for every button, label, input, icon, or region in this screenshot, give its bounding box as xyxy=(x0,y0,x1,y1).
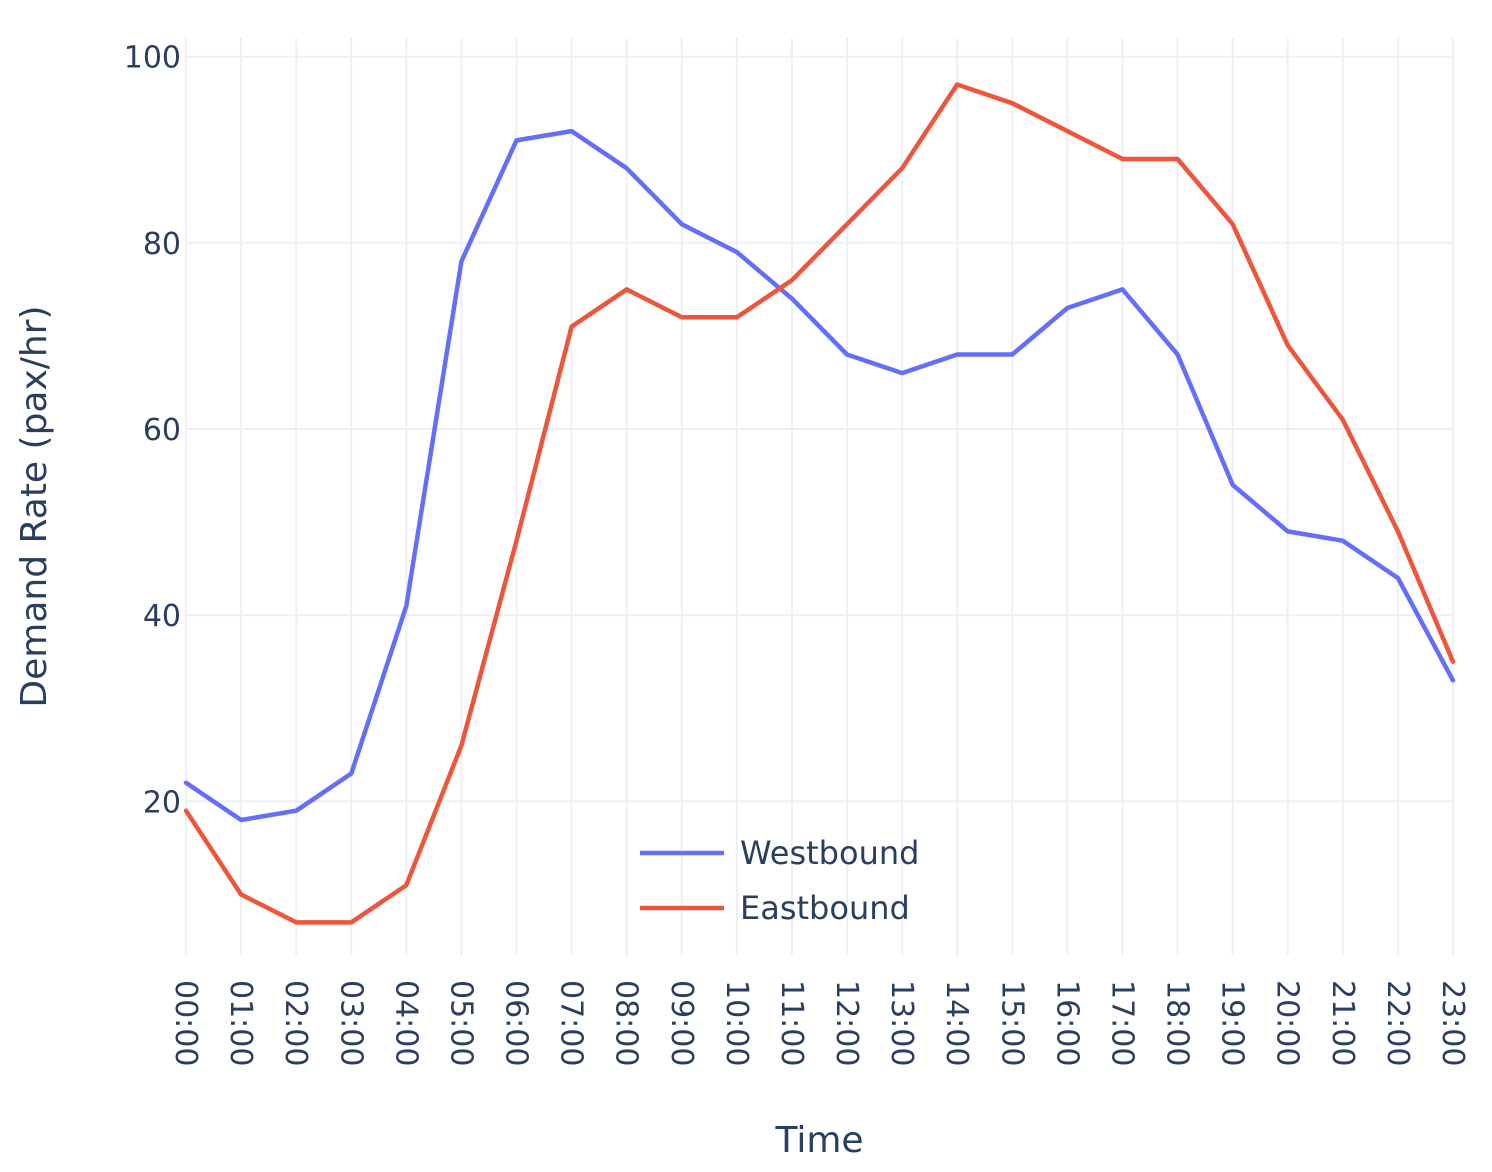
x-tick-label: 15:00 xyxy=(994,980,1029,1066)
legend-label: Eastbound xyxy=(740,889,910,927)
x-tick-label: 04:00 xyxy=(388,980,423,1066)
x-tick-label: 20:00 xyxy=(1270,980,1305,1066)
y-gridlines xyxy=(186,55,1453,803)
y-axis-ticks: 20 40 60 80 100 xyxy=(124,41,181,821)
x-tick-label: 09:00 xyxy=(664,980,699,1066)
x-tick-label: 14:00 xyxy=(939,980,974,1066)
y-tick-label: 80 xyxy=(143,227,181,262)
x-tick-label: 21:00 xyxy=(1325,980,1360,1066)
x-tick-label: 10:00 xyxy=(719,980,754,1066)
y-tick-label: 40 xyxy=(143,599,181,634)
x-gridlines xyxy=(185,38,1454,955)
series-line-westbound xyxy=(183,128,1456,823)
x-axis-title: Time xyxy=(774,1120,863,1161)
x-tick-label: 06:00 xyxy=(499,980,534,1066)
x-tick-label: 07:00 xyxy=(554,980,589,1066)
x-axis-ticks: 00:00 01:00 02:00 03:00 04:00 05:00 06:00 07:00… xyxy=(168,980,1470,1066)
x-tick-label: 05:00 xyxy=(443,980,478,1066)
y-tick-label: 100 xyxy=(124,41,181,76)
x-tick-label: 22:00 xyxy=(1380,980,1415,1066)
x-tick-label: 19:00 xyxy=(1215,980,1250,1066)
y-axis-title: Demand Rate (pax/hr) xyxy=(14,305,55,707)
x-tick-label: 11:00 xyxy=(774,980,809,1066)
x-tick-label: 13:00 xyxy=(884,980,919,1066)
x-tick-label: 18:00 xyxy=(1160,980,1195,1066)
legend-label: Westbound xyxy=(740,834,919,872)
series-lines xyxy=(183,82,1456,925)
x-tick-label: 23:00 xyxy=(1435,980,1470,1066)
x-tick-label: 16:00 xyxy=(1049,980,1084,1066)
x-tick-label: 00:00 xyxy=(168,980,203,1066)
legend-item-westbound[interactable]: Westbound xyxy=(640,834,919,872)
legend-item-eastbound[interactable]: Eastbound xyxy=(640,889,910,927)
legend[interactable]: Westbound Eastbound xyxy=(640,834,919,927)
x-tick-label: 01:00 xyxy=(223,980,258,1066)
y-tick-label: 20 xyxy=(143,785,181,820)
x-tick-label: 03:00 xyxy=(333,980,368,1066)
x-tick-label: 12:00 xyxy=(829,980,864,1066)
x-tick-label: 17:00 xyxy=(1104,980,1139,1066)
y-tick-label: 60 xyxy=(143,413,181,448)
x-tick-label: 08:00 xyxy=(609,980,644,1066)
x-tick-label: 02:00 xyxy=(278,980,313,1066)
series-line-eastbound xyxy=(183,82,1456,925)
